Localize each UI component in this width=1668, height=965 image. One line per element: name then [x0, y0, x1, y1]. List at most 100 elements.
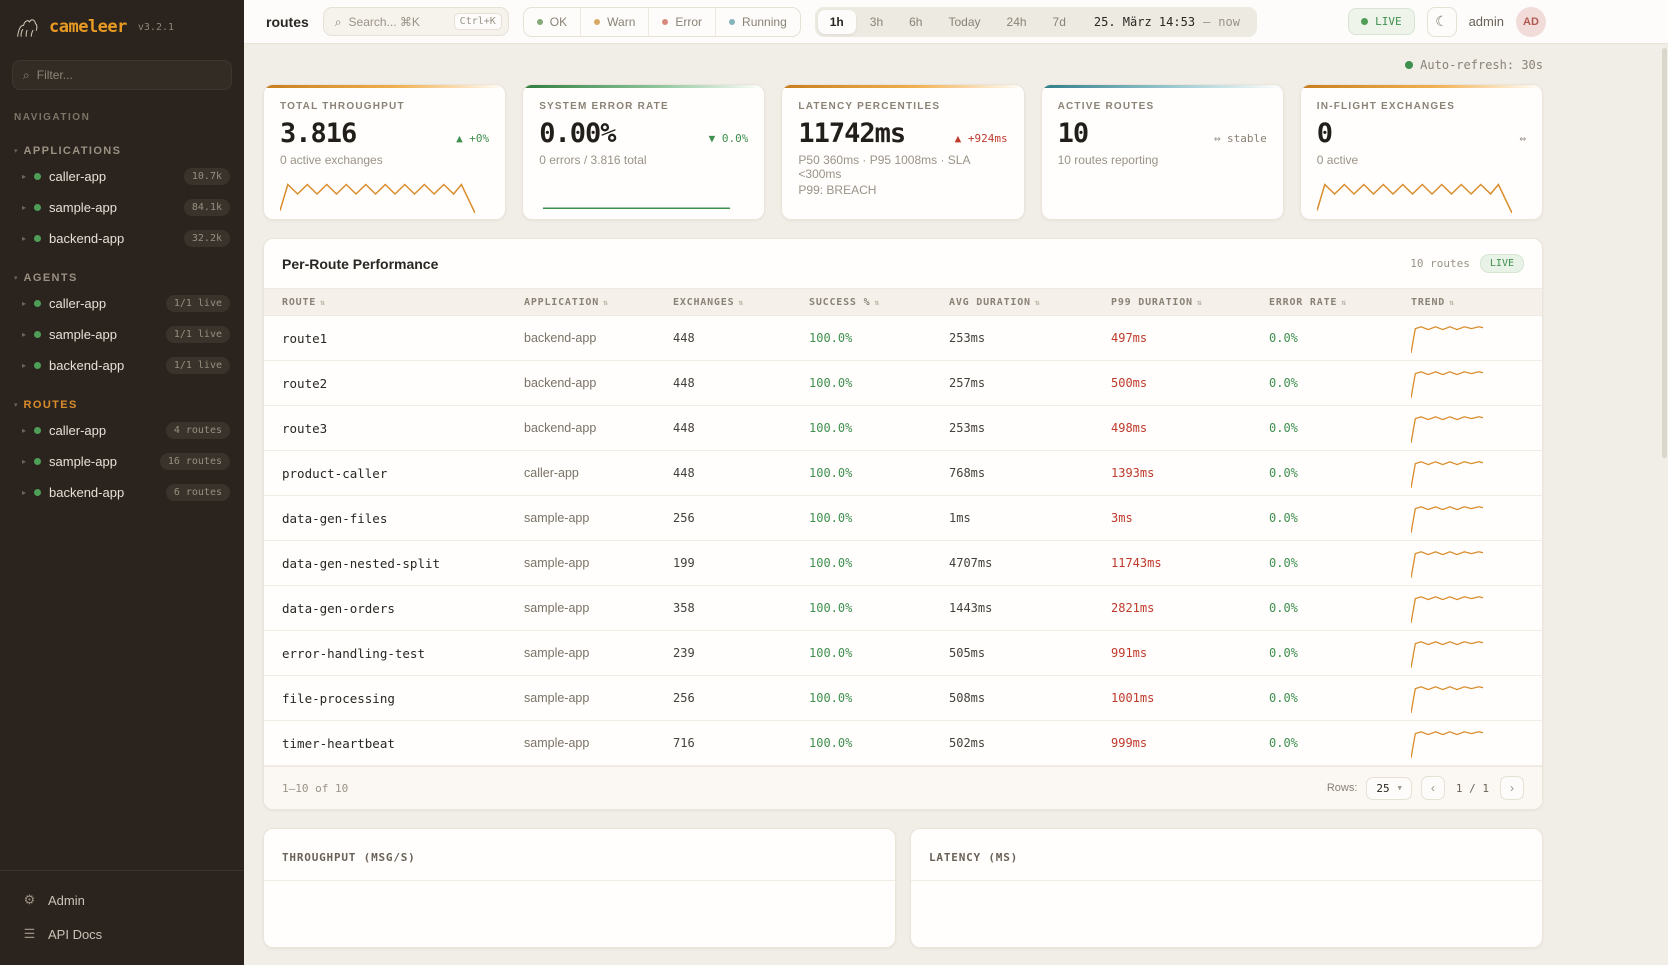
search-box[interactable]: ⌕ Ctrl+K — [322, 7, 509, 36]
cell-route: data-gen-nested-split — [282, 555, 441, 571]
pagination-range: 1–10 of 10 — [282, 781, 349, 795]
table-row[interactable]: data-gen-orders sample-app 358 100.0% 14… — [264, 586, 1542, 631]
stat-label: LATENCY PERCENTILES — [798, 101, 941, 112]
item-label: sample-app — [49, 200, 117, 215]
filter-chip-error[interactable]: Error — [649, 7, 717, 36]
item-label: caller-app — [49, 296, 107, 311]
chevron-right-icon: ▸ — [22, 234, 27, 243]
next-page-button[interactable]: › — [1500, 776, 1524, 800]
sidebar-filter-input[interactable] — [36, 68, 221, 82]
theme-toggle-button[interactable]: ☾ — [1426, 6, 1457, 37]
time-range-24h[interactable]: 24h — [1006, 14, 1027, 29]
table-row[interactable]: route1 backend-app 448 100.0% 253ms 497m… — [264, 316, 1542, 361]
ok-status-dot — [536, 18, 543, 25]
cell-error-rate: 0.0% — [1269, 331, 1298, 345]
sidebar-filter[interactable]: ⌕ — [12, 60, 232, 90]
chip-label: Warn — [607, 14, 636, 29]
sort-icon: ⇅ — [874, 297, 881, 307]
column-header-error-rate[interactable]: ERROR RATE ⇅ — [1269, 296, 1347, 308]
stat-delta: ▲ +0% — [456, 132, 490, 145]
cell-route: error-handling-test — [282, 645, 425, 661]
cell-p99-duration: 999ms — [1111, 736, 1148, 750]
sidebar-item-api-docs[interactable]: ☰ API Docs — [0, 917, 244, 951]
sidebar-item-applications-sample-app[interactable]: ▸ sample-app 84.1k — [0, 192, 244, 223]
cell-application: sample-app — [524, 691, 590, 705]
cell-exchanges: 448 — [673, 466, 695, 480]
group-header-routes[interactable]: ▾ ROUTES — [0, 395, 244, 415]
item-badge: 32.2k — [183, 230, 230, 247]
table-row[interactable]: timer-heartbeat sample-app 716 100.0% 50… — [264, 721, 1542, 766]
cell-error-rate: 0.0% — [1269, 601, 1298, 615]
sort-icon: ⇅ — [1341, 297, 1347, 307]
cell-p99-duration: 1001ms — [1111, 691, 1155, 705]
cell-avg-duration: 1ms — [949, 511, 971, 525]
live-toggle[interactable]: LIVE — [1348, 8, 1415, 35]
search-input[interactable] — [348, 14, 447, 29]
table-row[interactable]: route3 backend-app 448 100.0% 253ms 498m… — [264, 406, 1542, 451]
running-status-dot — [729, 18, 736, 25]
sort-icon: ⇅ — [1034, 297, 1041, 307]
sidebar-item-routes-caller-app[interactable]: ▸ caller-app 4 routes — [0, 415, 244, 446]
time-range-today[interactable]: Today — [948, 14, 981, 29]
item-label: caller-app — [49, 169, 107, 184]
sidebar-item-applications-backend-app[interactable]: ▸ backend-app 32.2k — [0, 223, 244, 254]
table-row[interactable]: data-gen-files sample-app 256 100.0% 1ms… — [264, 496, 1542, 541]
stat-subtitle-2: P99: BREACH — [798, 183, 877, 197]
prev-page-button[interactable]: ‹ — [1420, 776, 1445, 800]
table-row[interactable]: data-gen-nested-split sample-app 199 100… — [264, 541, 1542, 586]
table-row[interactable]: error-handling-test sample-app 239 100.0… — [264, 631, 1542, 676]
stat-subtitle: P50 360ms · P95 1008ms · SLA <300ms — [798, 153, 970, 181]
cell-p99-duration: 500ms — [1111, 376, 1148, 390]
filter-chip-warn[interactable]: Warn — [581, 7, 650, 36]
cell-success: 100.0% — [809, 691, 853, 705]
column-header-p99-duration[interactable]: P99 DURATION ⇅ — [1111, 296, 1203, 308]
time-range-7d[interactable]: 7d — [1052, 14, 1066, 29]
stat-label: TOTAL THROUGHPUT — [280, 101, 405, 112]
column-header-avg-duration[interactable]: AVG DURATION ⇅ — [949, 296, 1041, 308]
sidebar-item-routes-backend-app[interactable]: ▸ backend-app 6 routes — [0, 477, 244, 508]
date-range-display[interactable]: 25. März 14:53 — now — [1080, 15, 1254, 29]
sidebar-item-agents-caller-app[interactable]: ▸ caller-app 1/1 live — [0, 288, 244, 319]
cell-application: backend-app — [524, 421, 597, 435]
cell-avg-duration: 502ms — [949, 736, 986, 750]
cell-success: 100.0% — [809, 376, 853, 390]
cell-exchanges: 256 — [673, 691, 695, 705]
latency-chart-panel: LATENCY (MS) — [910, 828, 1543, 948]
sidebar-group-agents: ▾ AGENTS ▸ caller-app 1/1 live ▸ sample-… — [0, 268, 244, 381]
filter-chip-running[interactable]: Running — [716, 8, 800, 36]
column-header-success[interactable]: SUCCESS % ⇅ — [809, 296, 881, 308]
cell-exchanges: 448 — [673, 376, 695, 390]
cell-route: data-gen-orders — [282, 600, 395, 616]
filter-chip-ok[interactable]: OK — [524, 7, 582, 36]
sidebar-item-agents-backend-app[interactable]: ▸ backend-app 1/1 live — [0, 350, 244, 381]
group-header-agents[interactable]: ▾ AGENTS — [0, 268, 244, 288]
group-header-applications[interactable]: ▾ APPLICATIONS — [0, 141, 244, 161]
column-header-exchanges[interactable]: EXCHANGES ⇅ — [673, 296, 745, 308]
column-header-trend[interactable]: TREND ⇅ — [1411, 296, 1455, 308]
rows-per-page-label: Rows: — [1326, 782, 1358, 794]
table-row[interactable]: route2 backend-app 448 100.0% 257ms 500m… — [264, 361, 1542, 406]
time-range-3h[interactable]: 3h — [869, 14, 884, 29]
table-row[interactable]: file-processing sample-app 256 100.0% 50… — [264, 676, 1542, 721]
rows-per-page-select[interactable]: 25 ▼ — [1366, 776, 1412, 800]
stat-delta: ⇔ — [1519, 132, 1526, 145]
scrollbar[interactable] — [1662, 48, 1667, 458]
sidebar-item-applications-caller-app[interactable]: ▸ caller-app 10.7k — [0, 161, 244, 192]
sidebar-item-routes-sample-app[interactable]: ▸ sample-app 16 routes — [0, 446, 244, 477]
stat-card-active-routes: ACTIVE ROUTES 10 ⇔ stable 10 routes repo… — [1040, 84, 1284, 220]
in-flight-sparkline — [1316, 183, 1512, 213]
trend-sparkline — [1411, 371, 1483, 398]
stats-row: TOTAL THROUGHPUT 3.816 ▲ +0% 0 active ex… — [263, 84, 1543, 220]
app-version: v3.2.1 — [137, 21, 175, 33]
time-range-1h[interactable]: 1h — [817, 9, 856, 34]
table-row[interactable]: product-caller caller-app 448 100.0% 768… — [264, 451, 1542, 496]
avatar[interactable]: AD — [1516, 6, 1546, 37]
sidebar-item-agents-sample-app[interactable]: ▸ sample-app 1/1 live — [0, 319, 244, 350]
sidebar-item-admin[interactable]: ⚙ Admin — [0, 883, 244, 917]
stat-label: ACTIVE ROUTES — [1057, 101, 1155, 112]
time-range-6h[interactable]: 6h — [909, 14, 923, 29]
column-header-route[interactable]: ROUTE ⇅ — [282, 296, 326, 308]
trend-sparkline — [1411, 551, 1483, 578]
column-header-application[interactable]: APPLICATION ⇅ — [524, 296, 609, 308]
cell-application: backend-app — [524, 331, 597, 345]
